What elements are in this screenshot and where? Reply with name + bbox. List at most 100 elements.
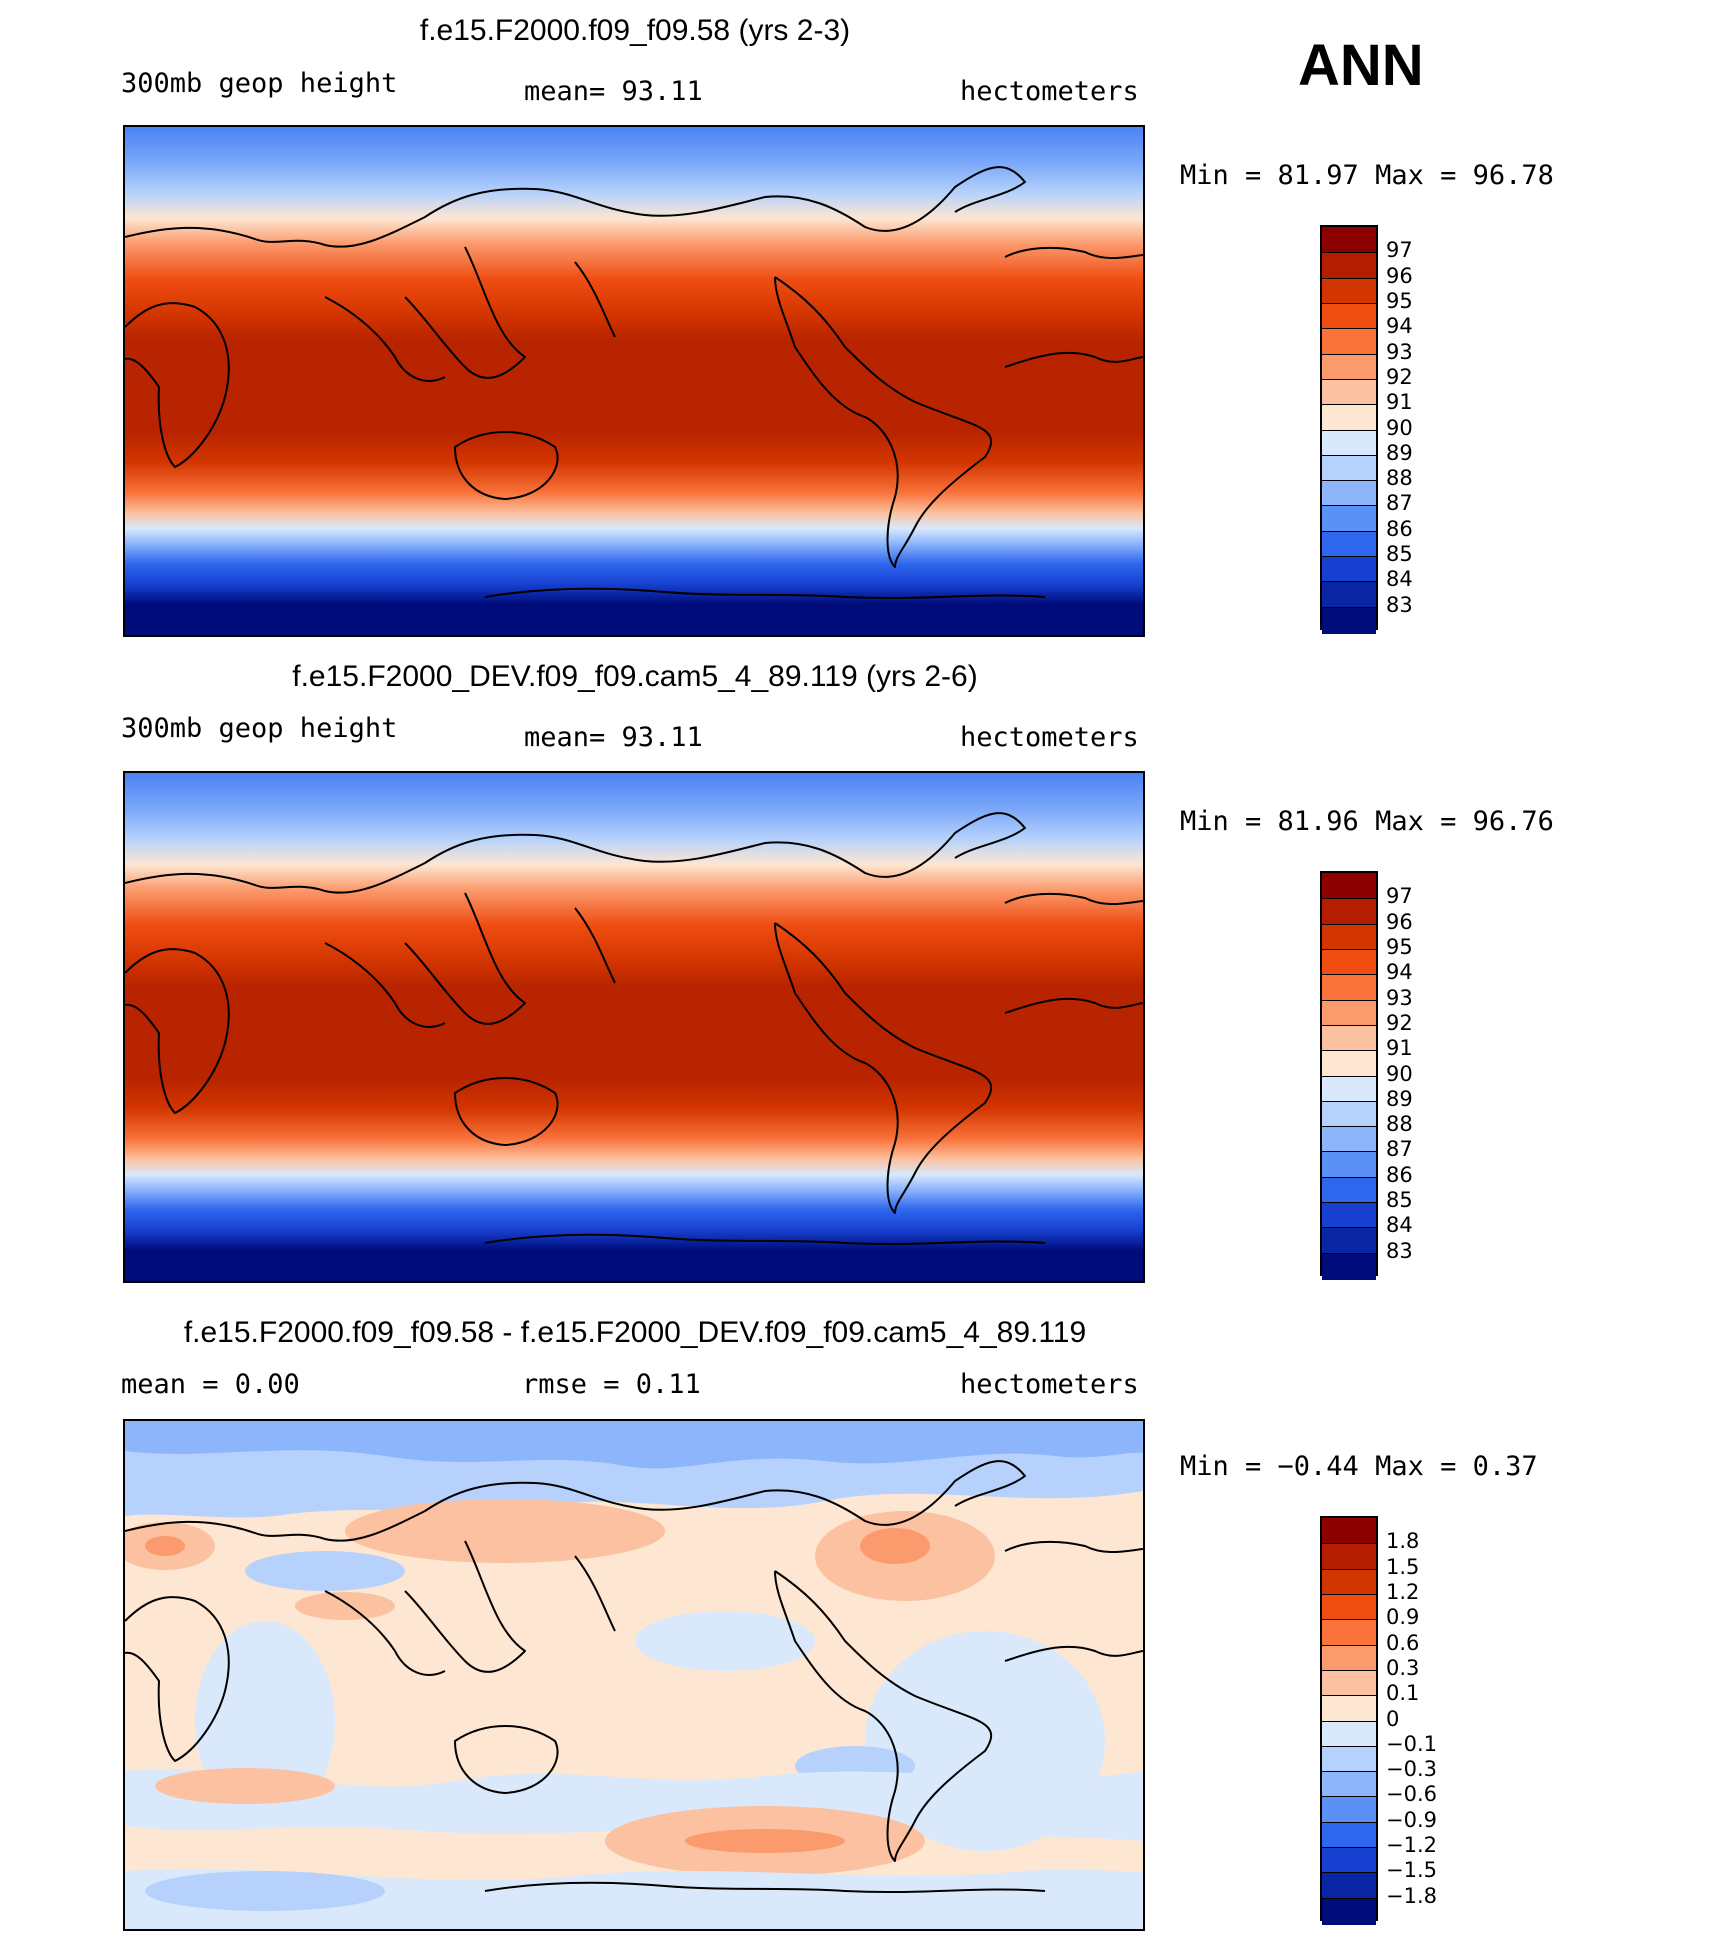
colorbar-segment [1322, 1619, 1376, 1647]
colorbar-segment [1322, 1897, 1376, 1925]
colorbar-tick-label: 94 [1386, 314, 1413, 339]
colorbar-tick-label: 1.5 [1386, 1554, 1420, 1579]
colorbar-segment [1322, 1669, 1376, 1697]
colorbar-segment [1322, 277, 1376, 305]
panel-2-contour-field [125, 773, 1143, 1281]
colorbar-tick-label: 97 [1386, 238, 1413, 263]
colorbar-tick-label: 95 [1386, 934, 1413, 959]
colorbar-tick-label: 84 [1386, 1213, 1413, 1238]
colorbar-segment [1322, 378, 1376, 406]
panel-1-colorbar-bar [1320, 225, 1378, 634]
colorbar-tick-label: 87 [1386, 1137, 1413, 1162]
colorbar-tick-label: 86 [1386, 1162, 1413, 1187]
colorbar-tick-label: 0 [1386, 1706, 1400, 1731]
colorbar-segment [1322, 1821, 1376, 1849]
panel-1-units-label: hectometers [960, 76, 1139, 107]
panel-3-rmse-label: rmse = 0.11 [522, 1369, 701, 1400]
colorbar-segment [1322, 1593, 1376, 1621]
colorbar-tick-label: 97 [1386, 884, 1413, 909]
colorbar-segment [1322, 1100, 1376, 1128]
colorbar-segment [1322, 1872, 1376, 1900]
colorbar-tick-label: 1.2 [1386, 1579, 1420, 1604]
colorbar-tick-label: 83 [1386, 1238, 1413, 1263]
colorbar-tick-label: 89 [1386, 1086, 1413, 1111]
colorbar-segment [1322, 556, 1376, 583]
panel-2-map [123, 771, 1145, 1283]
colorbar-segment [1322, 1644, 1376, 1672]
colorbar-tick-label: 91 [1386, 1036, 1413, 1061]
panel-2-mean-label: mean= 93.11 [524, 722, 703, 753]
colorbar-segment [1322, 1024, 1376, 1052]
colorbar-tick-label: 91 [1386, 390, 1413, 415]
colorbar-tick-label: 92 [1386, 364, 1413, 389]
colorbar-tick-label: 89 [1386, 440, 1413, 465]
colorbar-tick-label: 90 [1386, 1061, 1413, 1086]
colorbar-tick-label: 1.8 [1386, 1529, 1420, 1554]
colorbar-segment [1322, 530, 1376, 558]
colorbar-tick-label: 88 [1386, 1112, 1413, 1137]
panel-1-title: f.e15.F2000.f09_f09.58 (yrs 2-3) [419, 14, 851, 47]
colorbar-tick-label: 0.3 [1386, 1655, 1420, 1680]
colorbar-tick-label: 93 [1386, 985, 1413, 1010]
panel-3-map [123, 1419, 1145, 1931]
colorbar-tick-label: 85 [1386, 1188, 1413, 1213]
colorbar-tick-label: −0.1 [1386, 1731, 1437, 1756]
colorbar-segment [1322, 227, 1376, 253]
panel-3-title: f.e15.F2000.f09_f09.58 - f.e15.F2000_DEV… [183, 1316, 1087, 1349]
colorbar-segment [1322, 505, 1376, 533]
colorbar-segment [1322, 1126, 1376, 1153]
panel-2-colorbar: 97 96 95 94 93 92 91 90 89 88 87 86 85 84 83 [1320, 871, 1470, 1280]
colorbar-tick-label: 0.9 [1386, 1605, 1420, 1630]
colorbar-segment [1322, 1847, 1376, 1874]
colorbar-tick-label: 96 [1386, 909, 1413, 934]
panel-2-units-label: hectometers [960, 722, 1139, 753]
panel-2-coastlines [125, 812, 1143, 1246]
colorbar-tick-label: −1.5 [1386, 1858, 1437, 1883]
colorbar-segment [1322, 1720, 1376, 1748]
colorbar-segment [1322, 923, 1376, 951]
colorbar-segment [1322, 1796, 1376, 1824]
colorbar-tick-label: 92 [1386, 1010, 1413, 1035]
colorbar-segment [1322, 454, 1376, 482]
panel-1-mean-label: mean= 93.11 [524, 76, 703, 107]
colorbar-segment [1322, 328, 1376, 356]
colorbar-segment [1322, 404, 1376, 431]
panel-1-map [123, 125, 1145, 637]
panel-2-colorbar-bar [1320, 871, 1378, 1280]
colorbar-tick-label: 0.1 [1386, 1681, 1420, 1706]
panel-3-minmax: Min = −0.44 Max = 0.37 [1180, 1451, 1538, 1482]
season-label: ANN [1298, 33, 1424, 98]
colorbar-segment [1322, 1227, 1376, 1255]
colorbar-segment [1322, 1202, 1376, 1229]
colorbar-tick-label: 95 [1386, 288, 1413, 313]
panel-1-coastlines [125, 166, 1143, 600]
colorbar-segment [1322, 429, 1376, 457]
panel-3-colorbar: 1.8 1.5 1.2 0.9 0.6 0.3 0.1 0 −0.1 −0.3 −0.6 −0.9 −1… [1320, 1516, 1470, 1925]
colorbar-segment [1322, 606, 1376, 634]
colorbar-tick-label: 0.6 [1386, 1630, 1420, 1655]
panel-2-title: f.e15.F2000_DEV.f09_f09.cam5_4_89.119 (y… [292, 660, 978, 693]
panel-3-coastlines [125, 1460, 1143, 1894]
colorbar-segment [1322, 302, 1376, 330]
colorbar-segment [1322, 1568, 1376, 1596]
panel-1-minmax: Min = 81.97 Max = 96.78 [1180, 160, 1554, 191]
colorbar-segment [1322, 1695, 1376, 1722]
panel-1-contour-field [125, 127, 1143, 635]
colorbar-tick-label: 83 [1386, 592, 1413, 617]
colorbar-tick-label: 93 [1386, 339, 1413, 364]
panel-1-variable-label: 300mb geop height [121, 68, 398, 99]
panel-3-contour-field [125, 1421, 1143, 1929]
colorbar-segment [1322, 1771, 1376, 1798]
colorbar-tick-label: 88 [1386, 466, 1413, 491]
colorbar-segment [1322, 1252, 1376, 1280]
colorbar-segment [1322, 898, 1376, 926]
colorbar-segment [1322, 581, 1376, 609]
colorbar-tick-label: −1.8 [1386, 1883, 1437, 1908]
colorbar-tick-label: 94 [1386, 960, 1413, 985]
colorbar-tick-label: 96 [1386, 263, 1413, 288]
colorbar-tick-label: −0.6 [1386, 1782, 1437, 1807]
colorbar-segment [1322, 353, 1376, 381]
colorbar-segment [1322, 1518, 1376, 1544]
colorbar-segment [1322, 948, 1376, 976]
colorbar-segment [1322, 1543, 1376, 1571]
